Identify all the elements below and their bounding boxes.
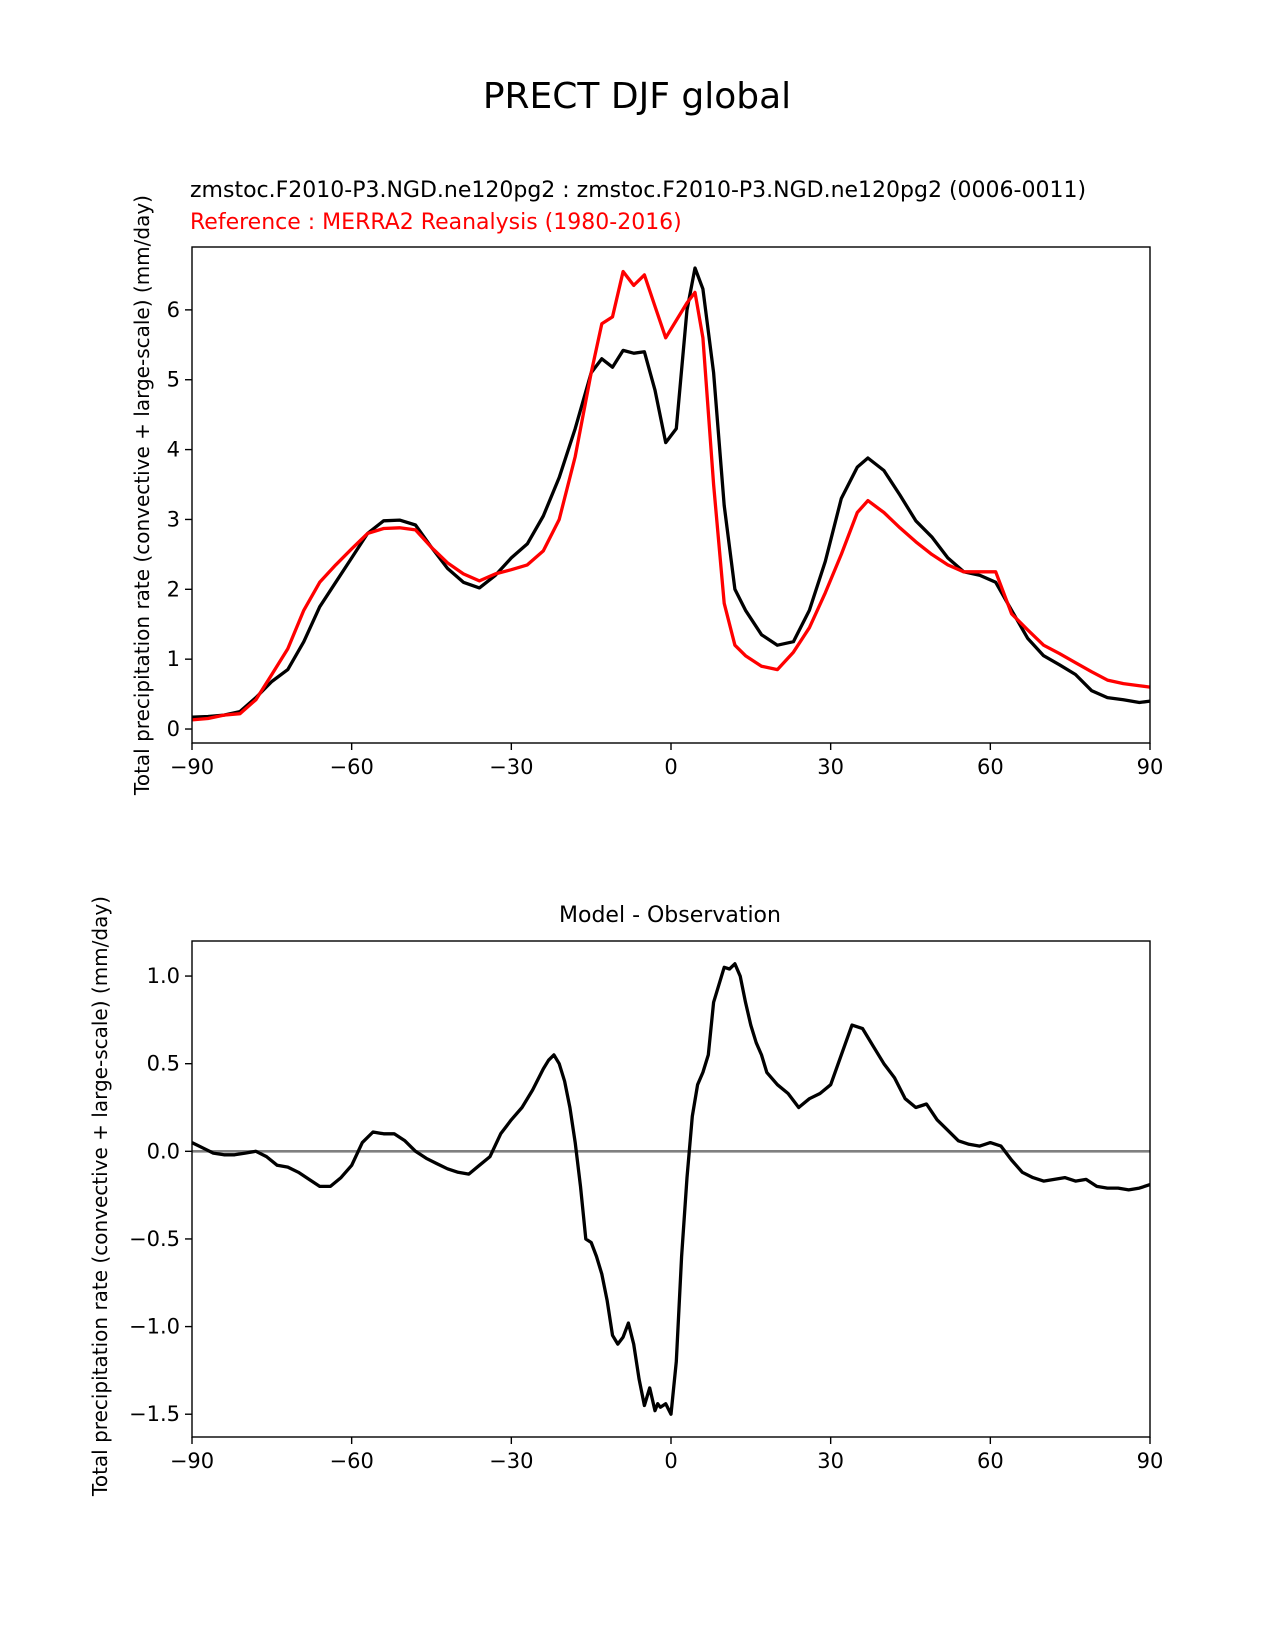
top-subtitle-reference: Reference : MERRA2 Reanalysis (1980-2016… [190,210,682,235]
top-ytick-label: 1 [167,647,180,671]
bottom-ylabel: Total precipitation rate (convective + l… [88,896,112,1497]
top-xtick-label: 0 [664,755,677,779]
bottom-ytick-label: −1.5 [129,1402,180,1426]
bottom-xtick-label: −90 [170,1449,214,1473]
bottom-ytick-label: −1.0 [129,1315,180,1339]
top-ytick-label: 3 [167,507,180,531]
top-ytick-label: 4 [167,438,180,462]
bottom-ytick-label: 1.0 [147,964,180,988]
top-xtick-label: 90 [1137,755,1164,779]
top-line-chart: −90 −60 −30 0 30 60 90 0 1 2 3 4 5 6 [167,246,1164,779]
bottom-xtick-label: 60 [977,1449,1004,1473]
top-ytick-label: 5 [167,368,180,392]
top-xtick-label: −60 [330,755,374,779]
top-series-line-1 [191,269,1151,722]
bottom-ytick-label: −0.5 [129,1227,180,1251]
top-xtick-label: −30 [489,755,533,779]
top-xtick-label: 60 [977,755,1004,779]
top-xtick-label: 30 [817,755,844,779]
bottom-xtick-label: −60 [330,1449,374,1473]
bottom-series-line [191,962,1151,1416]
bottom-xtick-label: −30 [489,1449,533,1473]
bottom-ytick-label: 0.5 [147,1052,180,1076]
top-xtick-label: −90 [170,755,214,779]
top-ylabel: Total precipitation rate (convective + l… [130,195,154,796]
bottom-xtick-label: 0 [664,1449,677,1473]
top-ytick-label: 2 [167,577,180,601]
bottom-difference-chart: −90 −60 −30 0 30 60 90 −1.5 −1.0 −0.5 0.0 0.5 1.0 [129,940,1164,1473]
bottom-xtick-label: 30 [817,1449,844,1473]
figure-title: PRECT DJF global [483,76,791,117]
bottom-ytick-label: 0.0 [147,1139,180,1163]
bottom-xtick-label: 90 [1137,1449,1164,1473]
top-subtitle-test: zmstoc.F2010-P3.NGD.ne120pg2 : zmstoc.F2… [190,178,1086,203]
top-ytick-label: 6 [167,298,180,322]
bottom-title: Model - Observation [559,903,781,928]
top-ytick-label: 0 [167,717,180,741]
